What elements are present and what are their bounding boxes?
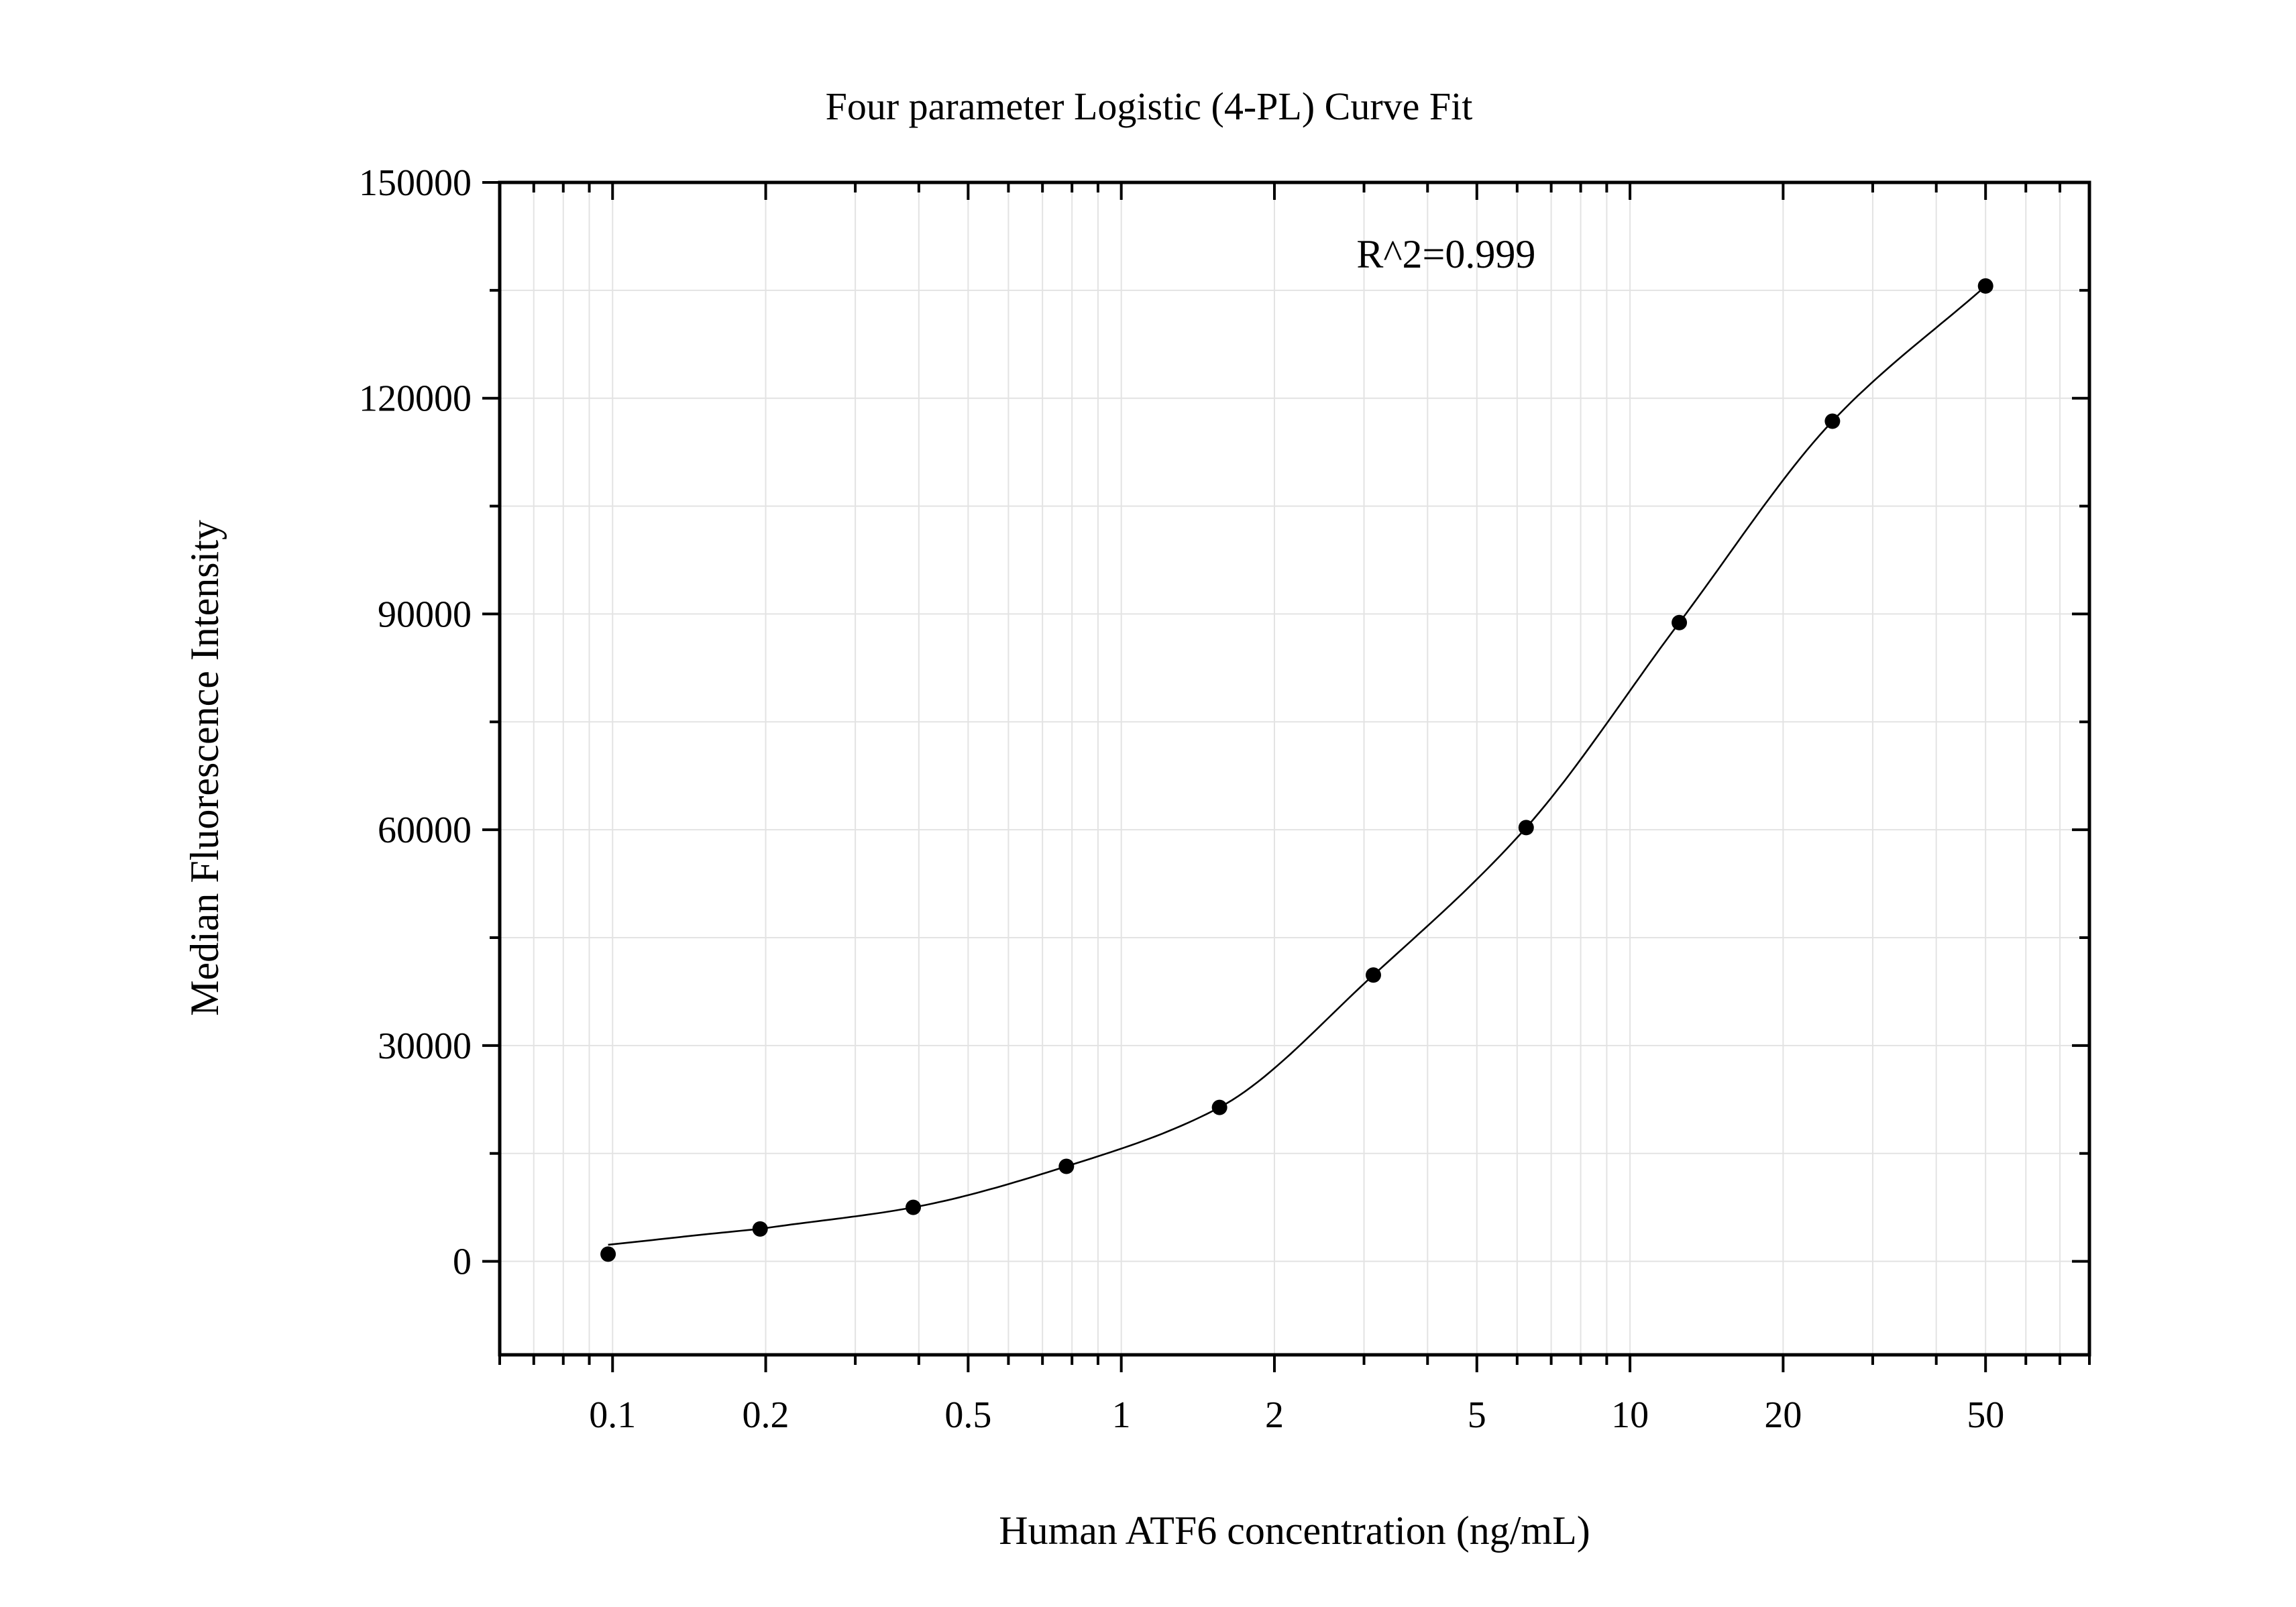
plot-frame xyxy=(498,180,2091,1357)
x-tick-label: 0.2 xyxy=(743,1394,789,1436)
y-tick-label: 90000 xyxy=(378,594,472,635)
data-point xyxy=(1058,1158,1075,1174)
data-point xyxy=(1824,413,1841,429)
x-tick-label: 1 xyxy=(1112,1394,1131,1436)
r-squared-annotation: R^2=0.999 xyxy=(1356,232,1535,276)
x-tick-label: 5 xyxy=(1468,1394,1486,1436)
data-point xyxy=(1977,278,1993,294)
y-tick-label: 120000 xyxy=(359,378,472,420)
y-axis-label: Median Fluorescence Intensity xyxy=(182,520,227,1016)
x-tick-label: 0.5 xyxy=(944,1394,991,1436)
fit-curve xyxy=(608,285,1987,1246)
data-point xyxy=(1365,967,1381,983)
y-tick-label: 0 xyxy=(453,1241,472,1283)
x-tick-label: 50 xyxy=(1967,1394,2004,1436)
data-point xyxy=(1672,614,1688,630)
data-point xyxy=(1518,820,1534,836)
x-tick-label: 20 xyxy=(1764,1394,1802,1436)
y-tick-label: 60000 xyxy=(378,810,472,851)
y-tick-label: 30000 xyxy=(378,1026,472,1067)
grid-lines xyxy=(499,182,2090,1355)
x-tick-label: 0.1 xyxy=(589,1394,636,1436)
data-point xyxy=(600,1246,616,1262)
y-tick-labels: 0 30000 60000 90000 120000 150000 xyxy=(359,162,472,1283)
chart-title: Four parameter Logistic (4-PL) Curve Fit xyxy=(826,85,1473,128)
x-axis-label: Human ATF6 concentration (ng/mL) xyxy=(999,1508,1590,1553)
x-tick-label: 10 xyxy=(1611,1394,1649,1436)
data-point xyxy=(752,1221,768,1237)
x-tick-labels: 0.1 0.2 0.5 1 2 5 10 20 50 xyxy=(589,1394,2004,1436)
y-tick-label: 150000 xyxy=(359,162,472,204)
data-point xyxy=(1211,1099,1227,1115)
data-points xyxy=(600,278,1993,1262)
data-point xyxy=(906,1199,922,1215)
x-tick-label: 2 xyxy=(1265,1394,1284,1436)
